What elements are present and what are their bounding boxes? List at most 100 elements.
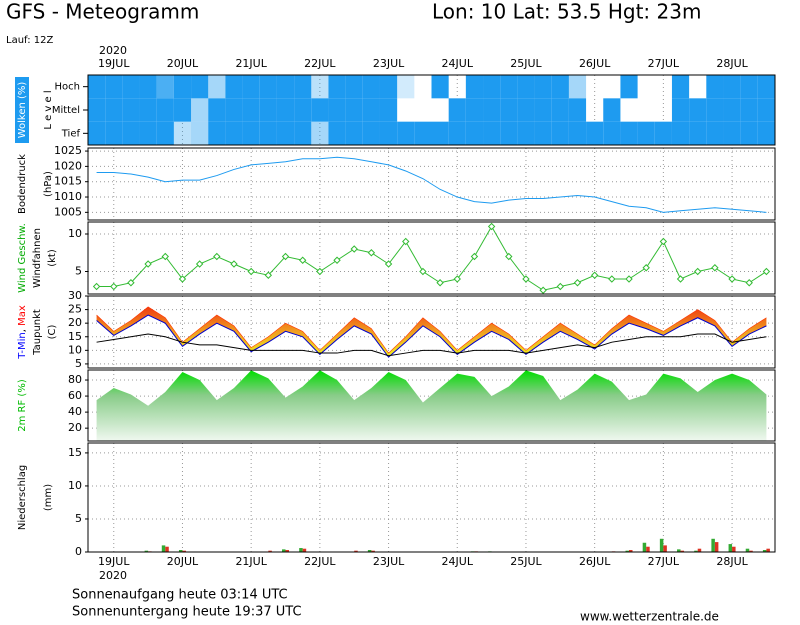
sunset: Sonnenuntergang heute 19:37 UTC [72,605,302,620]
marker [384,260,393,268]
bar [697,548,702,552]
marker [625,275,633,283]
bar [694,550,698,552]
data-line [96,306,767,354]
cloud-cell [259,98,277,122]
cloud-cell [620,98,637,121]
cloud-cell [139,98,157,122]
cloud-cell [568,75,587,99]
cloud-cell [586,121,604,145]
x-tick-label: 21JUL [235,57,267,70]
panel: Wind Geschw. Windfahnen (kt) 5 10 [17,221,776,295]
cloud-cell [740,98,758,122]
cloud-cell [655,98,672,121]
bar [663,545,667,552]
x-tick-label: 24JUL [442,57,474,70]
bar [659,538,664,552]
marker [195,260,204,268]
bar [762,550,767,552]
data-line [96,225,767,291]
cloud-cell [225,98,243,122]
marker [470,252,479,261]
cloud-cell [483,98,501,122]
cloud-cell [603,98,621,122]
panel-label: Bodendruck [17,154,28,214]
panel-label: Wolken (%) [17,82,28,139]
y-tick-label: 0 [75,545,82,558]
marker [642,264,650,272]
cloud-cell [173,75,192,99]
bar [367,550,372,552]
bar [161,545,166,552]
x-tick-label: 27JUL [648,555,680,568]
cloud-cell [139,75,157,99]
cloud-cell [603,75,620,98]
y-tick-label: 60 [68,389,82,402]
cloud-cell [311,98,329,122]
cloud-cell [311,121,329,145]
cloud-cell [448,121,466,145]
cloud-cell [534,75,552,99]
x-tick-label: 21JUL [235,555,267,568]
cloud-cell [414,121,432,145]
bar [749,550,753,552]
cloud-cell [431,121,449,145]
cloud-cell [465,75,484,99]
cloud-cell [689,121,707,145]
marker [92,282,101,291]
cloud-cell [294,98,312,122]
cloud-cell [191,121,209,145]
label-part: T-Min [17,332,28,360]
bar [299,548,303,552]
bar [677,549,681,552]
cloud-cell [276,98,295,122]
cloud-cell [654,121,672,145]
panel-label: T-Min, Max [17,305,28,360]
marker [590,271,599,279]
bar [285,550,290,552]
bar [268,550,272,552]
cloud-cell [173,98,192,122]
panel-label: 2m RF (%) [17,379,28,432]
cloud-cell [328,75,346,99]
cloud-cell [208,98,226,122]
cloud-cell [689,75,706,98]
cloud-cell [156,98,174,122]
cloud-cell [706,121,724,145]
label-part: (C) [47,325,58,340]
marker [110,282,118,291]
x-tick-label: 25JUL [510,57,542,70]
marker [436,279,444,287]
marker [161,252,169,261]
cloud-cell [328,121,346,145]
cloud-cell [706,98,724,122]
cloud-cell [568,121,587,145]
y-tick-label: 1025 [54,144,82,157]
label-part: Max [17,305,28,326]
marker [333,256,341,264]
panel-label: Wind Geschw. [17,223,28,293]
y-tick-label: 1010 [54,190,82,203]
y-tick-label: 5 [75,265,82,278]
x-tick-label: 22JUL [304,555,336,568]
label-part: , [17,326,28,332]
cloud-cell [432,98,449,121]
year-top: 2020 [99,44,127,57]
marker [608,275,616,283]
cloud-cell [517,98,535,122]
marker [522,275,530,283]
y-tick-label: 80 [68,373,82,386]
bar [629,550,633,552]
cloud-cell [671,121,690,145]
panel-frame [87,295,776,369]
cloud-cell [551,98,569,122]
cloud-cell [586,98,603,121]
y-tick-label: 20 [68,421,82,434]
cloud-cell [740,75,758,99]
marker [178,275,187,283]
panel: 2m RF (%) 20 40 60 80 [17,369,776,442]
cloud-cell [551,75,569,99]
data-line [96,333,767,357]
bar [302,548,307,552]
